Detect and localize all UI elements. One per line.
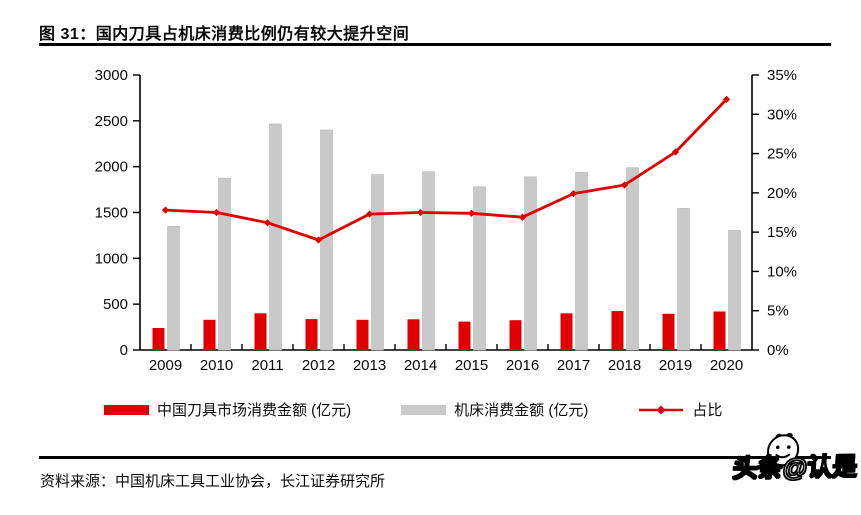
svg-text:2012: 2012 <box>302 357 335 374</box>
title-underline <box>39 43 831 46</box>
tools-bar-swatch <box>104 404 149 415</box>
svg-text:3000: 3000 <box>95 67 128 84</box>
svg-text:2017: 2017 <box>557 357 590 374</box>
ratio-line-swatch <box>639 405 684 414</box>
svg-text:2020: 2020 <box>710 357 743 374</box>
combo-chart: 0 500 1000 1500 2000 2500 3000 0% 5% 10% 15% 20% 25%… <box>95 67 797 374</box>
svg-text:2009: 2009 <box>149 357 182 374</box>
chart-legend: 中国刀具市场消费金额 (亿元) 机床消费金额 (亿元) 占比 <box>104 399 722 420</box>
svg-text:20%: 20% <box>767 185 797 202</box>
svg-text:2000: 2000 <box>95 159 128 176</box>
svg-text:10%: 10% <box>767 263 797 280</box>
svg-text:30%: 30% <box>767 106 797 123</box>
svg-text:5%: 5% <box>767 303 789 320</box>
svg-text:2010: 2010 <box>200 357 233 374</box>
legend-label-ratio: 占比 <box>692 402 723 419</box>
legend-item-tools: 中国刀具市场消费金额 (亿元) <box>104 399 351 420</box>
svg-text:2018: 2018 <box>608 357 641 374</box>
watermark: 头条@认是 <box>731 432 859 485</box>
ratio-diamond-marker-icon <box>656 405 666 414</box>
svg-text:15%: 15% <box>767 224 797 241</box>
svg-text:2013: 2013 <box>353 357 386 374</box>
svg-text:2019: 2019 <box>659 357 692 374</box>
machine-bar-swatch <box>401 404 447 415</box>
watermark-text: 头条@认是 <box>731 452 859 484</box>
svg-text:2011: 2011 <box>251 357 283 374</box>
svg-text:2500: 2500 <box>95 113 128 130</box>
svg-text:2016: 2016 <box>506 357 539 374</box>
legend-label-tools: 中国刀具市场消费金额 (亿元) <box>157 402 352 419</box>
source-text: 资料来源：中国机床工具工业协会，长江证券研究所 <box>40 473 386 490</box>
figure-title: 图 31：国内刀具占机床消费比例仍有较大提升空间 <box>39 26 410 43</box>
svg-text:0: 0 <box>120 342 128 359</box>
svg-text:25%: 25% <box>767 146 797 163</box>
legend-item-ratio: 占比 <box>638 399 722 420</box>
svg-text:500: 500 <box>103 296 128 313</box>
footer-rule <box>39 456 831 459</box>
svg-text:1500: 1500 <box>95 205 128 222</box>
svg-text:35%: 35% <box>767 67 797 84</box>
svg-text:0%: 0% <box>767 342 789 359</box>
svg-text:2015: 2015 <box>455 357 488 374</box>
legend-label-machine: 机床消费金额 (亿元) <box>454 402 589 419</box>
legend-item-machine: 机床消费金额 (亿元) <box>401 399 588 420</box>
svg-text:1000: 1000 <box>95 250 128 267</box>
svg-text:2014: 2014 <box>404 357 437 374</box>
